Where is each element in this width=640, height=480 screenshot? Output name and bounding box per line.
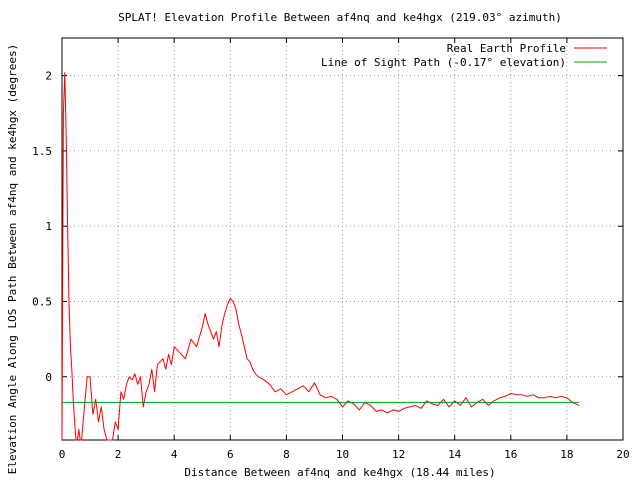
x-tick-label: 8 [283,448,290,461]
y-tick-label: 0.5 [32,295,52,308]
axis-ticks: 0 2 4 6 8 10 12 14 16 18 20 0 0.5 1 1.5 2 [32,38,630,461]
y-axis-label: Elevation Angle Along LOS Path Between a… [6,44,19,474]
x-tick-label: 20 [616,448,629,461]
x-axis-label: Distance Between af4nq and ke4hgx (18.44… [184,466,495,479]
x-tick-label: 4 [171,448,178,461]
chart-title: SPLAT! Elevation Profile Between af4nq a… [118,11,562,24]
legend-label-line-of-sight-path: Line of Sight Path (-0.17° elevation) [321,56,566,69]
x-tick-label: 10 [336,448,349,461]
real-earth-profile-line [61,72,580,441]
x-tick-label: 18 [560,448,573,461]
y-tick-label: 0 [45,371,52,384]
x-tick-label: 2 [115,448,122,461]
x-tick-label: 16 [504,448,517,461]
x-tick-label: 14 [448,448,462,461]
legend: Real Earth Profile Line of Sight Path (-… [321,42,607,69]
chart-grid [62,38,623,440]
y-tick-label: 1.5 [32,145,52,158]
y-tick-label: 2 [45,70,52,83]
y-tick-label: 1 [45,220,52,233]
x-tick-label: 0 [59,448,66,461]
x-tick-label: 6 [227,448,234,461]
series-layer [61,72,580,441]
legend-label-real-earth-profile: Real Earth Profile [447,42,566,55]
x-tick-label: 12 [392,448,405,461]
